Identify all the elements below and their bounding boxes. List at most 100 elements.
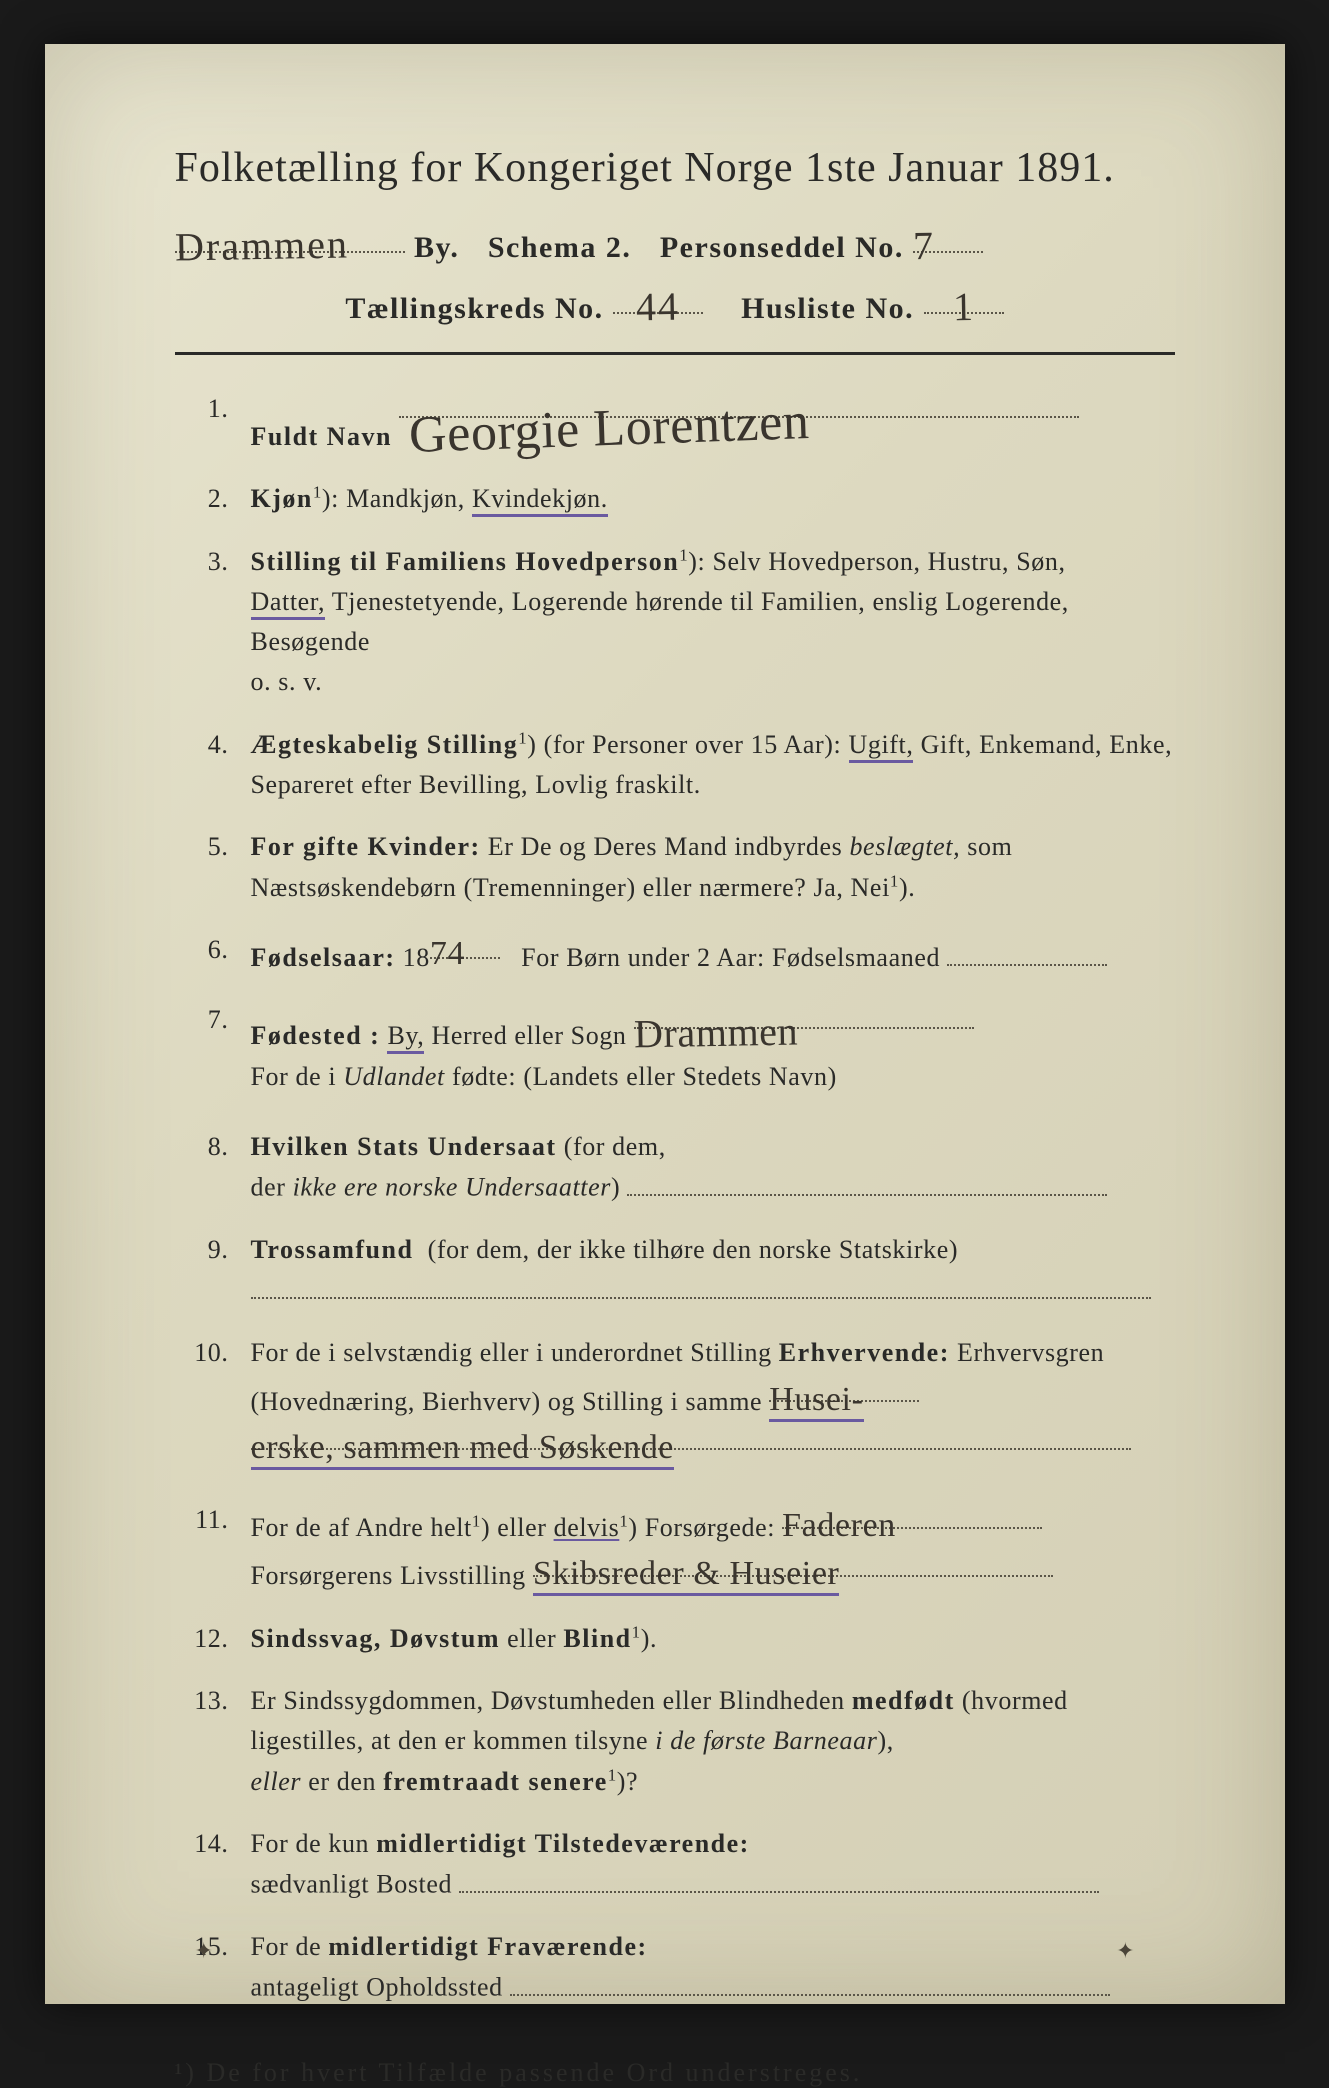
item-2: 2. Kjøn1): Mandkjøn, Kvindekjøn. — [175, 479, 1175, 519]
item-number: 8. — [175, 1127, 229, 1208]
label-by: By. — [414, 231, 459, 264]
label-erhvervende: Erhvervende: — [779, 1338, 950, 1367]
full-name-handwritten: Georgie Lorentzen — [408, 382, 811, 477]
header-line-3: Tællingskreds No. 44 Husliste No. 1 — [175, 281, 1175, 326]
year-prefix: 18 — [403, 943, 430, 972]
item-12: 12. Sindssvag, Døvstum eller Blind1). — [175, 1619, 1175, 1659]
text: Selv Hovedperson, Hustru, Søn, — [712, 547, 1065, 576]
text: Forsørgede: — [645, 1513, 775, 1542]
text: Er De og Deres Mand indbyrdes — [488, 832, 843, 861]
label-blind: Blind — [563, 1624, 631, 1653]
text-em: Udlandet — [343, 1062, 445, 1091]
text: eller — [497, 1513, 546, 1542]
text: ), — [877, 1726, 893, 1755]
item-10: 10. For de i selvstændig eller i underor… — [175, 1333, 1175, 1470]
provider-handwritten: Faderen — [782, 1507, 896, 1544]
label-husliste: Husliste No. — [741, 292, 914, 325]
pin-icon: ✦ — [195, 1938, 213, 1964]
text: For de kun — [251, 1829, 370, 1858]
label-fravaerende: midlertidigt Fraværende: — [328, 1932, 647, 1961]
item-number: 2. — [175, 479, 229, 519]
item-number: 11. — [175, 1500, 229, 1597]
text-em: i de første Barneaar — [655, 1726, 877, 1755]
item-1: 1. Fuldt Navn Georgie Lorentzen — [175, 389, 1175, 457]
occupation-handwritten-1: Husei- — [769, 1381, 863, 1422]
kreds-no-handwritten: 44 — [636, 283, 681, 331]
text: (for dem, — [564, 1132, 666, 1161]
census-form-page: Folketælling for Kongeriget Norge 1ste J… — [45, 44, 1285, 2004]
item-5: 5. For gifte Kvinder: Er De og Deres Man… — [175, 827, 1175, 908]
label-tilstedevaerende: midlertidigt Tilstedeværende: — [376, 1829, 750, 1858]
label-personseddel: Personseddel No. — [660, 231, 904, 264]
header-line-2: Drammen By. Schema 2. Personseddel No. 7 — [175, 220, 1175, 265]
page-title: Folketælling for Kongeriget Norge 1ste J… — [175, 144, 1175, 192]
item-number: 4. — [175, 725, 229, 806]
city-handwritten: Drammen — [174, 220, 349, 270]
text: For de i selvstændig eller i underordnet… — [251, 1338, 772, 1367]
text: er den — [308, 1767, 376, 1796]
text-em: eller — [251, 1767, 302, 1796]
text: Tjenestetyende, Logerende hørende til Fa… — [251, 587, 1069, 656]
item-number: 3. — [175, 542, 229, 703]
label-schema: Schema 2. — [488, 231, 632, 264]
label-stilling: Stilling til Familiens Hovedperson — [251, 547, 680, 576]
item-number: 1. — [175, 389, 229, 457]
text-paren: (for Personer over 15 Aar): — [544, 730, 842, 759]
underlined-ugift: Ugift, — [849, 730, 914, 763]
label-fodested: Fødested : — [251, 1021, 381, 1050]
item-number: 12. — [175, 1619, 229, 1659]
label-undersaat: Hvilken Stats Undersaat — [251, 1132, 557, 1161]
text: fødte: (Landets eller Stedets Navn) — [452, 1062, 837, 1091]
occupation-handwritten-2: erske, sammen med Søskende — [251, 1429, 675, 1470]
underlined-by: By, — [387, 1021, 424, 1054]
item-11: 11. For de af Andre helt1) eller delvis1… — [175, 1500, 1175, 1597]
item-number: 10. — [175, 1333, 229, 1470]
text: sædvanligt Bosted — [251, 1870, 453, 1899]
item-number: 14. — [175, 1824, 229, 1905]
text-osv: o. s. v. — [251, 667, 323, 696]
item-14: 14. For de kun midlertidigt Tilstedevære… — [175, 1824, 1175, 1905]
item-4: 4. Ægteskabelig Stilling1) (for Personer… — [175, 725, 1175, 806]
text-em: beslægtet, — [849, 832, 960, 861]
husliste-no-handwritten: 1 — [952, 283, 975, 330]
birthplace-handwritten: Drammen — [633, 1001, 798, 1066]
text: For Børn under 2 Aar: Fødselsmaaned — [521, 943, 940, 972]
text-em: ikke ere norske Undersaatter — [293, 1173, 611, 1202]
text-mandkjon: Mandkjøn, — [346, 484, 465, 513]
label-kjon: Kjøn — [251, 484, 313, 513]
footnote: ¹) De for hvert Tilfælde passende Ord un… — [175, 2058, 1175, 2088]
item-6: 6. Fødselsaar: 1874 For Børn under 2 Aar… — [175, 930, 1175, 978]
label-medfodt: medfødt — [852, 1686, 955, 1715]
item-number: 9. — [175, 1230, 229, 1311]
underlined-kvindekjon: Kvindekjøn. — [472, 484, 608, 517]
underlined-delvis: delvis — [554, 1513, 620, 1542]
text: (for dem, der ikke tilhøre den norske St… — [428, 1235, 958, 1264]
form-items: 1. Fuldt Navn Georgie Lorentzen 2. Kjøn1… — [175, 389, 1175, 2008]
text: Forsørgerens Livsstilling — [251, 1561, 526, 1590]
label-aegteskab: Ægteskabelig Stilling — [251, 730, 519, 759]
label-sindssvag: Sindssvag, Døvstum — [251, 1624, 501, 1653]
item-9: 9. Trossamfund (for dem, der ikke tilhør… — [175, 1230, 1175, 1311]
item-number: 6. — [175, 930, 229, 978]
text: der — [251, 1173, 286, 1202]
label-gifte-kvinder: For gifte Kvinder: — [251, 832, 481, 861]
text: eller — [507, 1624, 556, 1653]
item-13: 13. Er Sindssygdommen, Døvstumheden elle… — [175, 1681, 1175, 1802]
label-fodselsaar: Fødselsaar: — [251, 943, 396, 972]
item-15: 15. For de midlertidigt Fraværende: anta… — [175, 1927, 1175, 2008]
text: For de — [251, 1932, 322, 1961]
divider — [175, 352, 1175, 355]
label-fremtraadt: fremtraadt senere — [383, 1767, 608, 1796]
label-tallingskreds: Tællingskreds No. — [345, 292, 603, 325]
pin-icon: ✦ — [1116, 1938, 1134, 1964]
text: Herred eller Sogn — [432, 1021, 627, 1050]
text: antageligt Opholdssted — [251, 1973, 503, 2002]
provider-occupation-handwritten: Skibsreder & Huseier — [533, 1555, 840, 1596]
text: For de af Andre helt — [251, 1513, 472, 1542]
underlined-datter: Datter, — [251, 587, 326, 620]
item-number: 7. — [175, 1000, 229, 1097]
label-trossamfund: Trossamfund — [251, 1235, 414, 1264]
year-handwritten: 74 — [430, 928, 465, 981]
item-number: 13. — [175, 1681, 229, 1802]
item-number: 5. — [175, 827, 229, 908]
